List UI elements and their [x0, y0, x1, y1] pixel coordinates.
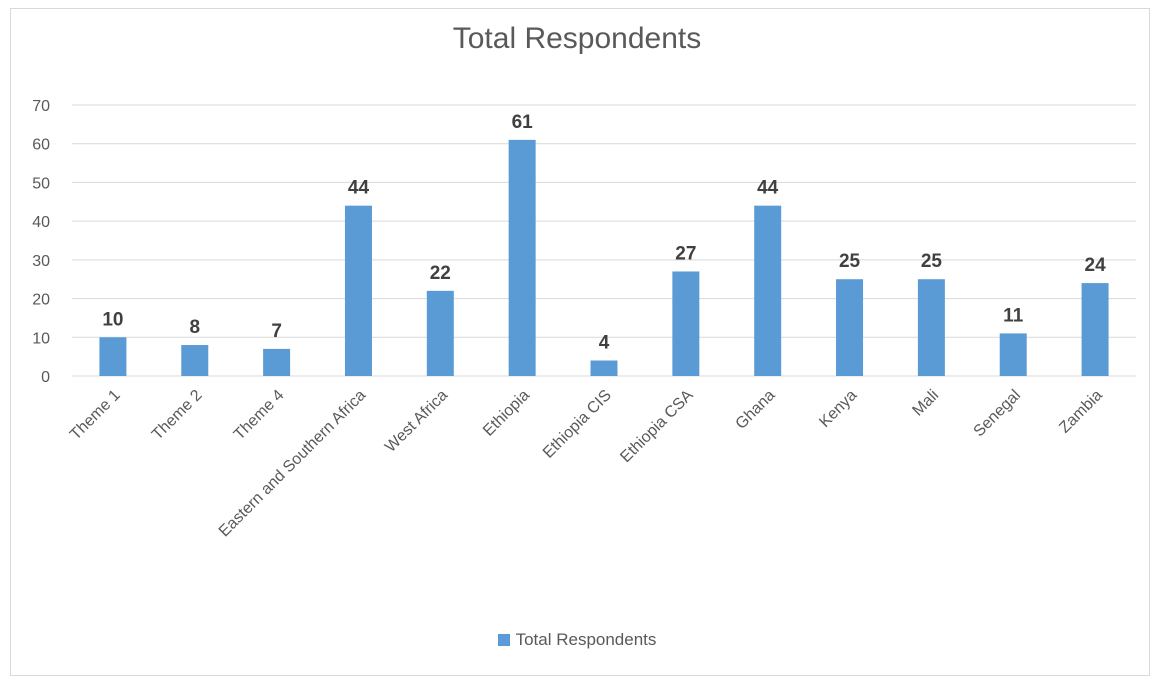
bar: [263, 348, 291, 376]
chart-frame: [10, 8, 1150, 676]
x-tick-label: Senegal: [971, 387, 1025, 441]
legend-swatch: [497, 634, 510, 646]
bar: [836, 279, 864, 376]
y-tick-label: 30: [32, 253, 50, 270]
x-tick-label: Mali: [909, 387, 942, 420]
x-tick-label: Ethiopia: [480, 387, 533, 440]
data-label: 22: [430, 263, 451, 284]
data-label: 27: [675, 243, 696, 264]
bar: [344, 205, 372, 376]
y-tick-label: 50: [32, 175, 50, 192]
x-tick-label: Zambia: [1056, 387, 1106, 437]
data-label: 8: [189, 317, 200, 338]
y-tick-label: 0: [41, 369, 50, 386]
legend: Total Respondents: [0, 630, 1154, 650]
data-label: 10: [102, 309, 123, 330]
bar: [672, 271, 700, 376]
data-label: 44: [757, 178, 779, 199]
bar: [426, 290, 454, 376]
y-tick-label: 70: [32, 98, 50, 115]
bar: [999, 333, 1027, 376]
x-tick-label: Theme 4: [231, 387, 288, 444]
chart-title: Total Respondents: [452, 22, 702, 55]
bar: [99, 337, 127, 376]
y-tick-label: 60: [32, 137, 50, 154]
x-tick-label: West Africa: [382, 387, 451, 456]
y-tick-label: 40: [32, 214, 50, 231]
x-tick-label: Ethiopia CIS: [540, 387, 615, 462]
bar: [181, 345, 209, 376]
x-tick-label: Theme 2: [149, 387, 206, 444]
x-tick-label: Eastern and Southern Africa: [216, 387, 370, 541]
x-tick-label: Ghana: [733, 387, 779, 433]
bar: [1081, 283, 1109, 376]
x-tick-label: Ethiopia CSA: [617, 387, 697, 467]
bar: [754, 205, 782, 376]
y-tick-label: 10: [32, 330, 50, 347]
data-label: 61: [512, 112, 534, 133]
data-label: 7: [271, 321, 282, 342]
x-tick-label: Kenya: [816, 387, 860, 431]
bar: [590, 360, 618, 376]
bar: [917, 279, 945, 376]
data-label: 25: [921, 251, 943, 272]
data-label: 44: [348, 178, 370, 199]
data-label: 4: [599, 333, 610, 354]
y-tick-label: 20: [32, 292, 50, 309]
bar: [508, 139, 536, 376]
data-label: 25: [839, 251, 861, 272]
data-label: 11: [1003, 305, 1024, 326]
legend-label: Total Respondents: [515, 630, 657, 649]
data-label: 24: [1085, 255, 1107, 276]
x-tick-label: Theme 1: [67, 387, 124, 444]
